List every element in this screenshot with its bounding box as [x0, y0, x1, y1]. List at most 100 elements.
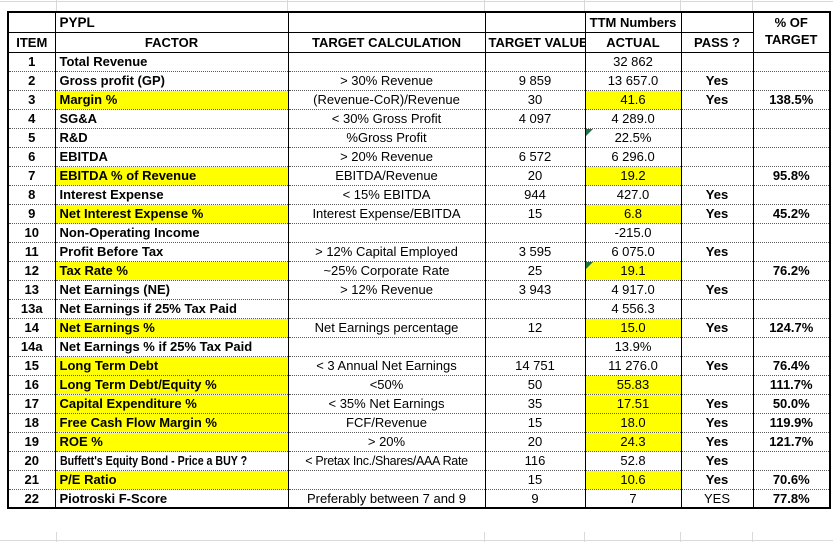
- cell-target[interactable]: [484, 222, 586, 242]
- cell-pass[interactable]: Yes: [680, 89, 754, 109]
- cell-target[interactable]: 3 943: [484, 279, 586, 299]
- cell-item[interactable]: 8: [7, 184, 56, 204]
- cell-factor[interactable]: Net Interest Expense %: [54, 203, 289, 223]
- cell-pct[interactable]: [752, 127, 831, 147]
- cell-actual[interactable]: 32 862: [584, 51, 682, 71]
- cell-calc[interactable]: (Revenue-CoR)/Revenue: [287, 89, 486, 109]
- cell-factor[interactable]: Net Earnings % if 25% Tax Paid: [54, 336, 289, 356]
- cell-factor[interactable]: Margin %: [54, 89, 289, 109]
- col-header-actual[interactable]: ACTUAL: [584, 31, 682, 53]
- cell-item[interactable]: 20: [7, 450, 56, 470]
- cell-factor[interactable]: Capital Expenditure %: [54, 393, 289, 413]
- cell-pass[interactable]: Yes: [680, 279, 754, 299]
- cell-actual[interactable]: -215.0: [584, 222, 682, 242]
- col-header-pass[interactable]: PASS ?: [680, 31, 754, 53]
- cell-factor[interactable]: Piotroski F-Score: [54, 488, 289, 508]
- header-blank[interactable]: [7, 11, 56, 33]
- col-header-target[interactable]: TARGET VALUE: [484, 31, 586, 53]
- cell-calc[interactable]: [287, 469, 486, 489]
- cell-factor[interactable]: Non-Operating Income: [54, 222, 289, 242]
- cell-pass[interactable]: [680, 374, 754, 394]
- cell-actual[interactable]: 11 276.0: [584, 355, 682, 375]
- cell-actual[interactable]: 427.0: [584, 184, 682, 204]
- cell-calc[interactable]: < 30% Gross Profit: [287, 108, 486, 128]
- cell-calc[interactable]: ~25% Corporate Rate: [287, 260, 486, 280]
- cell-pass[interactable]: [680, 108, 754, 128]
- cell-pass[interactable]: [680, 51, 754, 71]
- cell-factor[interactable]: Free Cash Flow Margin %: [54, 412, 289, 432]
- col-header-pct-of-target[interactable]: % OF TARGET: [752, 11, 831, 53]
- cell-factor[interactable]: Gross profit (GP): [54, 70, 289, 90]
- cell-item[interactable]: 16: [7, 374, 56, 394]
- cell-pass[interactable]: [680, 336, 754, 356]
- cell-target[interactable]: 4 097: [484, 108, 586, 128]
- cell-pct[interactable]: [752, 184, 831, 204]
- cell-item[interactable]: 19: [7, 431, 56, 451]
- cell-pct[interactable]: [752, 298, 831, 318]
- header-blank[interactable]: [680, 11, 754, 33]
- cell-item[interactable]: 3: [7, 89, 56, 109]
- cell-pct[interactable]: [752, 336, 831, 356]
- cell-pass[interactable]: Yes: [680, 70, 754, 90]
- cell-actual[interactable]: 4 289.0: [584, 108, 682, 128]
- cell-item[interactable]: 5: [7, 127, 56, 147]
- cell-factor[interactable]: Long Term Debt/Equity %: [54, 374, 289, 394]
- cell-calc[interactable]: EBITDA/Revenue: [287, 165, 486, 185]
- cell-calc[interactable]: [287, 51, 486, 71]
- cell-pct[interactable]: [752, 146, 831, 166]
- cell-target[interactable]: 20: [484, 431, 586, 451]
- cell-pass[interactable]: Yes: [680, 393, 754, 413]
- cell-actual[interactable]: 22.5%: [584, 127, 682, 147]
- cell-pass[interactable]: Yes: [680, 355, 754, 375]
- cell-item[interactable]: 13a: [7, 298, 56, 318]
- cell-item[interactable]: 1: [7, 51, 56, 71]
- cell-actual[interactable]: 15.0: [584, 317, 682, 337]
- cell-factor[interactable]: Net Earnings %: [54, 317, 289, 337]
- col-header-factor[interactable]: FACTOR: [54, 31, 289, 53]
- cell-target[interactable]: 35: [484, 393, 586, 413]
- cell-pct[interactable]: [752, 70, 831, 90]
- cell-target[interactable]: 116: [484, 450, 586, 470]
- cell-pass[interactable]: [680, 260, 754, 280]
- cell-target[interactable]: 3 595: [484, 241, 586, 261]
- cell-factor[interactable]: Long Term Debt: [54, 355, 289, 375]
- cell-factor[interactable]: Net Earnings (NE): [54, 279, 289, 299]
- cell-pass[interactable]: Yes: [680, 469, 754, 489]
- cell-item[interactable]: 18: [7, 412, 56, 432]
- header-blank[interactable]: [287, 11, 486, 33]
- cell-calc[interactable]: <50%: [287, 374, 486, 394]
- cell-pass[interactable]: [680, 146, 754, 166]
- cell-item[interactable]: 10: [7, 222, 56, 242]
- cell-factor[interactable]: P/E Ratio: [54, 469, 289, 489]
- cell-factor[interactable]: Interest Expense: [54, 184, 289, 204]
- cell-item[interactable]: 13: [7, 279, 56, 299]
- cell-calc[interactable]: > 20% Revenue: [287, 146, 486, 166]
- cell-target[interactable]: 50: [484, 374, 586, 394]
- cell-target[interactable]: 25: [484, 260, 586, 280]
- cell-calc[interactable]: Net Earnings percentage: [287, 317, 486, 337]
- cell-pct[interactable]: [752, 222, 831, 242]
- cell-pass[interactable]: Yes: [680, 241, 754, 261]
- cell-calc[interactable]: < 3 Annual Net Earnings: [287, 355, 486, 375]
- cell-pass[interactable]: Yes: [680, 184, 754, 204]
- cell-factor[interactable]: ROE %: [54, 431, 289, 451]
- cell-item[interactable]: 6: [7, 146, 56, 166]
- cell-item[interactable]: 7: [7, 165, 56, 185]
- cell-pass[interactable]: Yes: [680, 431, 754, 451]
- cell-item[interactable]: 21: [7, 469, 56, 489]
- cell-pass[interactable]: [680, 298, 754, 318]
- cell-calc[interactable]: [287, 336, 486, 356]
- cell-item[interactable]: 22: [7, 488, 56, 508]
- col-header-calc[interactable]: TARGET CALCULATION: [287, 31, 486, 53]
- cell-pass[interactable]: [680, 165, 754, 185]
- cell-target[interactable]: 14 751: [484, 355, 586, 375]
- cell-pct[interactable]: 119.9%: [752, 412, 831, 432]
- cell-calc[interactable]: > 20%: [287, 431, 486, 451]
- cell-target[interactable]: [484, 336, 586, 356]
- cell-factor[interactable]: EBITDA % of Revenue: [54, 165, 289, 185]
- cell-pass[interactable]: Yes: [680, 203, 754, 223]
- cell-item[interactable]: 9: [7, 203, 56, 223]
- cell-calc[interactable]: > 12% Capital Employed: [287, 241, 486, 261]
- cell-target[interactable]: 20: [484, 165, 586, 185]
- cell-pct[interactable]: 124.7%: [752, 317, 831, 337]
